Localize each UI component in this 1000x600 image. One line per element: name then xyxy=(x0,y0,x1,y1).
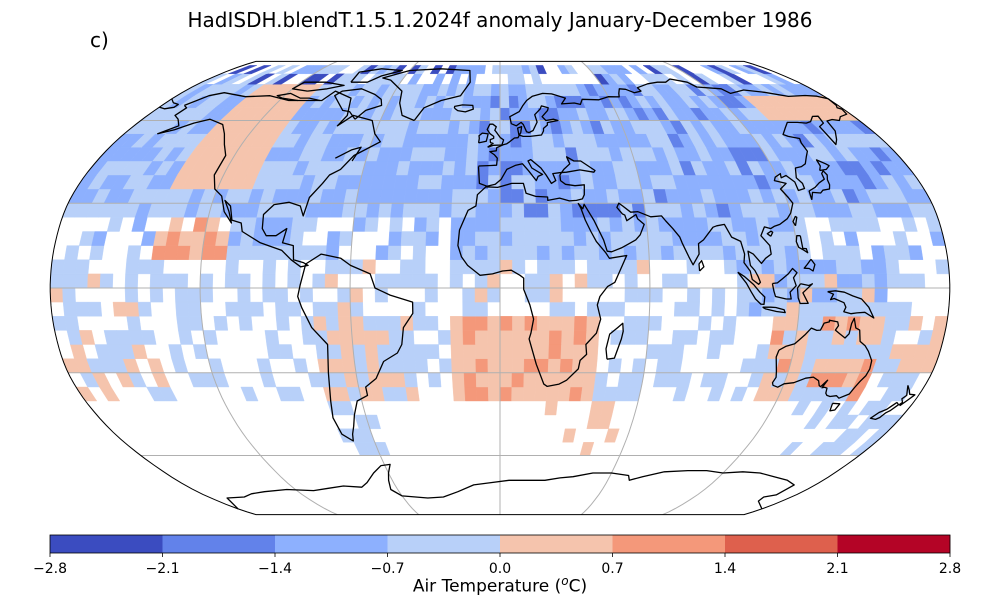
coastline xyxy=(827,290,875,319)
anomaly-cell xyxy=(714,65,741,75)
coastline xyxy=(829,402,841,412)
anomaly-cell xyxy=(476,65,486,75)
coastline xyxy=(808,170,831,200)
colorbar-label-sup: o xyxy=(561,574,569,588)
anomaly-cell xyxy=(656,65,680,75)
coastline xyxy=(457,98,848,388)
coastline xyxy=(477,132,489,144)
coastline xyxy=(792,215,798,227)
map-title: HadISDH.blendT.1.5.1.2024f anomaly Janua… xyxy=(187,8,813,32)
anomaly-cell xyxy=(259,65,286,75)
anomaly-cell xyxy=(278,344,294,359)
colorbar-swatch xyxy=(50,535,163,553)
coastline xyxy=(297,253,414,442)
colorbar-label-end: C) xyxy=(568,576,588,597)
anomaly-cell xyxy=(908,245,924,260)
coastlines xyxy=(157,68,916,510)
coastline xyxy=(158,98,179,110)
graticule xyxy=(50,60,950,516)
colorbar-tick-label: 0.7 xyxy=(601,561,623,577)
colorbar-tick-label: −2.8 xyxy=(33,561,67,577)
coastline xyxy=(771,267,798,300)
panel-label: c) xyxy=(90,28,109,52)
anomaly-cell xyxy=(78,330,96,345)
colorbar-swatch xyxy=(162,535,276,553)
coastline xyxy=(771,317,873,399)
anomaly-cell xyxy=(240,386,259,402)
anomaly-cell xyxy=(328,65,351,75)
anomaly-cell xyxy=(604,428,620,443)
coastline xyxy=(382,68,471,122)
colorbar-swatch xyxy=(725,535,838,553)
coastline xyxy=(291,81,345,92)
anomaly-cell xyxy=(908,316,924,331)
anomaly-cell xyxy=(140,330,157,345)
anomaly-grid xyxy=(50,65,950,456)
anomaly-cell xyxy=(743,65,772,75)
coastline xyxy=(486,123,505,148)
coastline xyxy=(803,258,816,272)
coastline xyxy=(226,463,795,510)
anomaly-cell xyxy=(562,428,577,443)
coastline xyxy=(869,401,900,421)
colorbar-tick-label: 2.1 xyxy=(826,561,848,577)
coastline xyxy=(795,235,809,254)
coastline xyxy=(453,104,474,113)
map-boundary xyxy=(49,60,951,516)
anomaly-cell xyxy=(243,65,272,75)
anomaly-cell xyxy=(628,65,649,75)
colorbar-tick-label: −2.1 xyxy=(146,561,180,577)
coastline xyxy=(157,90,381,268)
anomaly-cell xyxy=(693,73,720,85)
anomaly-cell xyxy=(287,386,305,402)
coastline xyxy=(766,230,774,237)
colorbar-swatch xyxy=(612,535,726,553)
coastline xyxy=(350,68,403,83)
coastline xyxy=(478,78,829,168)
coastline xyxy=(334,88,383,120)
colorbar-label-main: Air Temperature ( xyxy=(412,576,562,597)
coastline xyxy=(898,385,916,407)
colorbar-tick-label: −1.4 xyxy=(258,561,292,577)
anomaly-cell xyxy=(561,301,576,317)
coastline xyxy=(815,159,830,172)
colorbar-swatch xyxy=(837,535,951,553)
anomaly-cell xyxy=(535,65,547,75)
anomaly-cell xyxy=(897,301,913,317)
coastline xyxy=(762,306,786,314)
colorbar-tick-label: 2.8 xyxy=(939,561,961,577)
colorbar-swatch xyxy=(500,535,613,553)
anomaly-cell xyxy=(613,65,633,75)
colorbar-label: Air Temperature (oC) xyxy=(0,574,1000,597)
colorbar-swatch xyxy=(275,535,388,553)
colorbar-tick-label: 0.0 xyxy=(489,561,511,577)
coastline xyxy=(796,283,814,305)
anomaly-cell xyxy=(274,65,300,75)
coastline xyxy=(698,259,705,272)
anomaly-cell xyxy=(228,65,257,75)
coastline xyxy=(605,322,624,360)
anomaly-cell xyxy=(425,316,439,331)
colorbar-tick-label: 1.4 xyxy=(714,561,736,577)
anomaly-cell xyxy=(87,301,103,317)
anomaly-cell xyxy=(564,65,579,75)
coastline xyxy=(737,271,766,306)
colorbar-swatch xyxy=(387,535,501,553)
coastline xyxy=(335,146,362,162)
colorbar-tick-label: −0.7 xyxy=(371,561,405,577)
coastline xyxy=(276,92,321,102)
